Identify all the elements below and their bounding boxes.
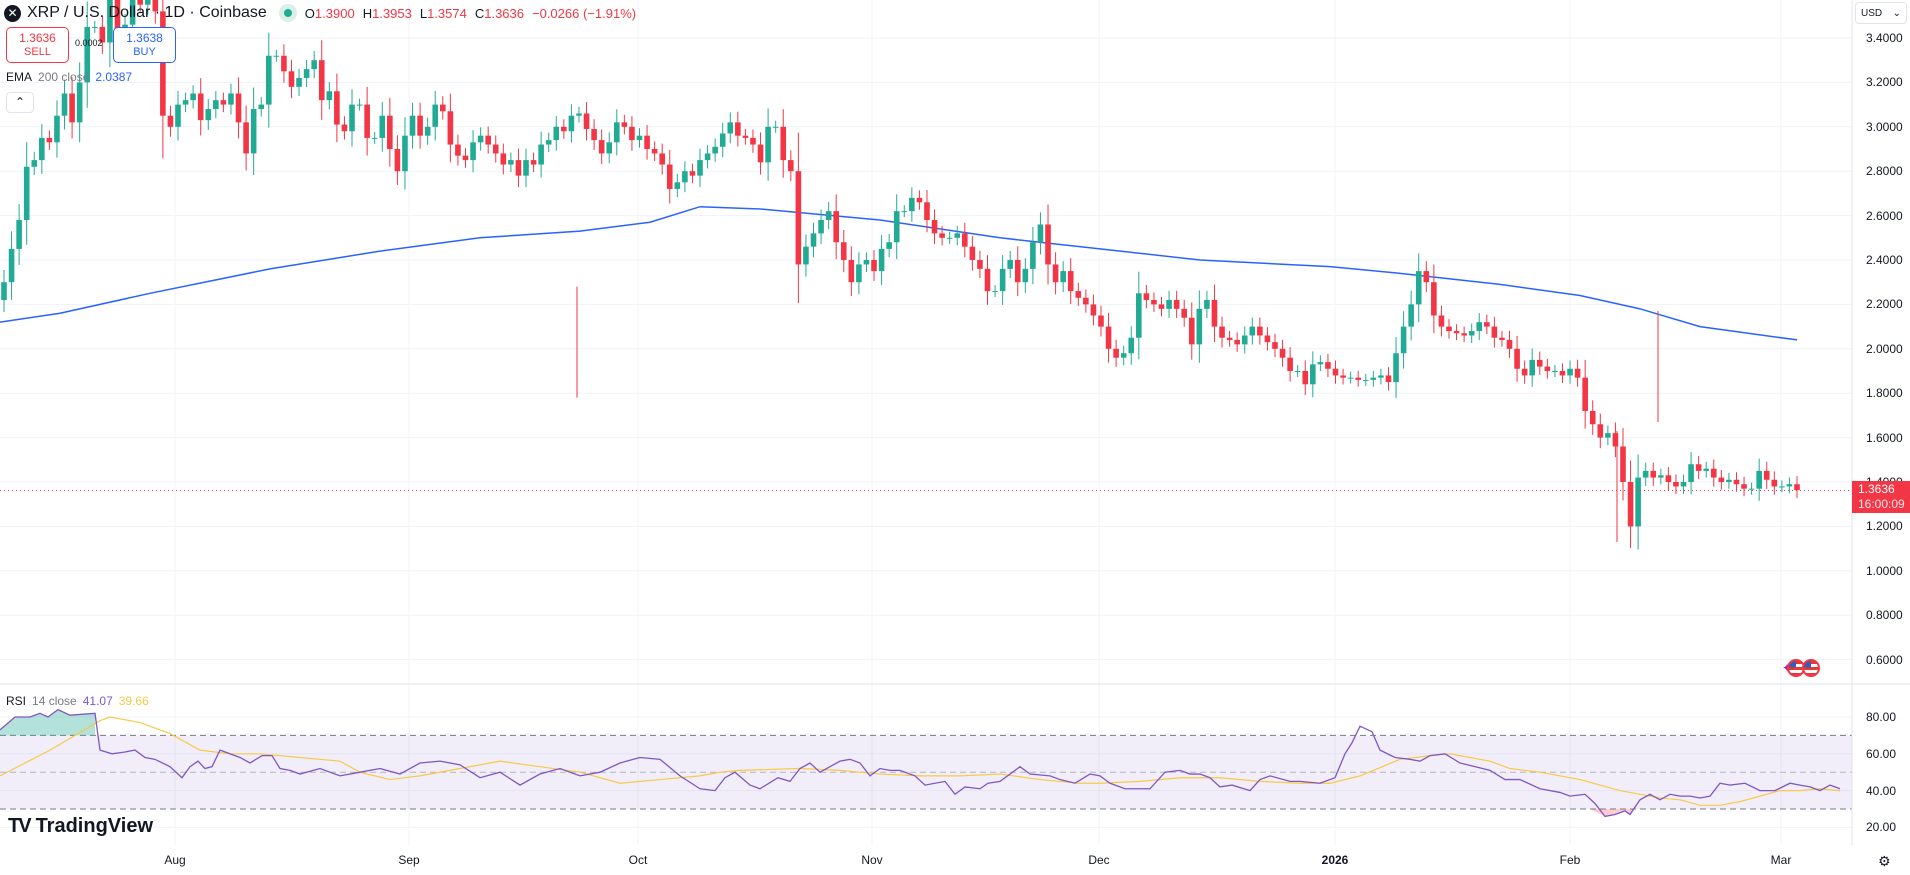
last-price-tag: 1.3636 16:00:09 xyxy=(1852,481,1910,513)
tradingview-mark-icon: TV xyxy=(8,815,32,837)
time-axis-label: Aug xyxy=(164,853,186,867)
collapse-legend-button[interactable]: ⌃ xyxy=(6,92,34,113)
currency-select[interactable]: USD ⌄ xyxy=(1855,2,1907,24)
price-axis-label: 2.6000 xyxy=(1866,208,1903,223)
rsi-axis-label: 60.00 xyxy=(1866,746,1897,761)
ohlc-values: O1.3900 H1.3953 L1.3574 C1.3636 −0.0266 … xyxy=(304,5,637,21)
market-status-icon[interactable] xyxy=(278,4,297,22)
price-axis-label: 3.0000 xyxy=(1866,119,1903,134)
time-axis-label: Feb xyxy=(1559,853,1581,867)
spread-value: 0.0002 xyxy=(75,38,103,48)
ema-line xyxy=(0,205,1798,341)
price-axis-label: 1.8000 xyxy=(1866,386,1903,401)
sell-label: SELL xyxy=(24,46,51,58)
chart-settings-icon[interactable]: ⚙ xyxy=(1878,853,1891,869)
rsi-axis-label: 20.00 xyxy=(1866,820,1897,835)
price-axis-label: 2.4000 xyxy=(1866,253,1903,267)
bar-countdown: 16:00:09 xyxy=(1858,497,1905,511)
rsi-legend[interactable]: RSI 14 close 41.07 39.66 xyxy=(6,694,149,708)
close-value: 1.3636 xyxy=(484,5,524,21)
high-value: 1.3953 xyxy=(372,5,412,21)
change-value: −0.0266 (−1.91%) xyxy=(532,5,637,21)
tradingview-logo[interactable]: TV TradingView xyxy=(8,815,154,837)
buy-price: 1.3638 xyxy=(126,31,163,45)
x-logo-icon: ✕ xyxy=(4,4,21,22)
ema-legend[interactable]: EMA 200 close 2.0387 xyxy=(6,70,133,84)
symbol-header: ✕ XRP / U.S. Dollar · 1D · Coinbase O1.3… xyxy=(4,2,636,24)
price-axis-label: 2.8000 xyxy=(1866,164,1903,179)
buy-button[interactable]: 1.3638 BUY xyxy=(113,27,176,63)
sparkle-icon: ✦ xyxy=(1782,661,1792,675)
price-axis-label: 3.4000 xyxy=(1866,31,1903,45)
time-axis-label: Mar xyxy=(1770,853,1792,867)
sell-button[interactable]: 1.3636 SELL xyxy=(6,27,69,63)
rsi-axis-label: 80.00 xyxy=(1866,710,1897,724)
us-flag-event-icon[interactable] xyxy=(1802,659,1821,677)
price-axis-label: 2.2000 xyxy=(1866,297,1903,312)
candlestick-series xyxy=(1,0,1800,550)
price-axis-label: 0.6000 xyxy=(1866,652,1903,667)
price-axis-label: 0.8000 xyxy=(1866,608,1903,623)
time-axis-label: 2026 xyxy=(1321,853,1349,867)
price-axis-label: 1.0000 xyxy=(1866,563,1903,578)
price-axis-label: 1.6000 xyxy=(1866,430,1903,445)
sell-price: 1.3636 xyxy=(19,31,56,45)
price-axis-label: 1.2000 xyxy=(1866,519,1903,534)
last-price-value: 1.3636 xyxy=(1858,482,1895,496)
time-axis-label: Dec xyxy=(1088,853,1110,867)
buy-label: BUY xyxy=(133,46,156,58)
rsi-value: 41.07 xyxy=(82,694,113,708)
open-value: 1.3900 xyxy=(314,5,355,21)
time-axis-label: Oct xyxy=(628,853,648,867)
chevron-up-icon: ⌃ xyxy=(14,95,26,109)
price-axis-label: 3.2000 xyxy=(1866,75,1903,90)
time-axis-label: Sep xyxy=(398,853,420,867)
low-value: 1.3574 xyxy=(427,5,467,21)
rsi-axis-label: 40.00 xyxy=(1866,783,1897,798)
rsi-ma-value: 39.66 xyxy=(118,694,149,708)
economic-events[interactable]: ✦ xyxy=(1782,659,1821,677)
rsi-pane xyxy=(0,708,1852,828)
price-axis-label: 2.0000 xyxy=(1866,341,1903,356)
chevron-down-icon: ⌄ xyxy=(1892,7,1901,19)
price-grid xyxy=(0,0,1852,845)
symbol-title[interactable]: XRP / U.S. Dollar · 1D · Coinbase xyxy=(27,4,267,21)
time-axis-label: Nov xyxy=(861,853,883,867)
ema-value: 2.0387 xyxy=(95,70,133,84)
